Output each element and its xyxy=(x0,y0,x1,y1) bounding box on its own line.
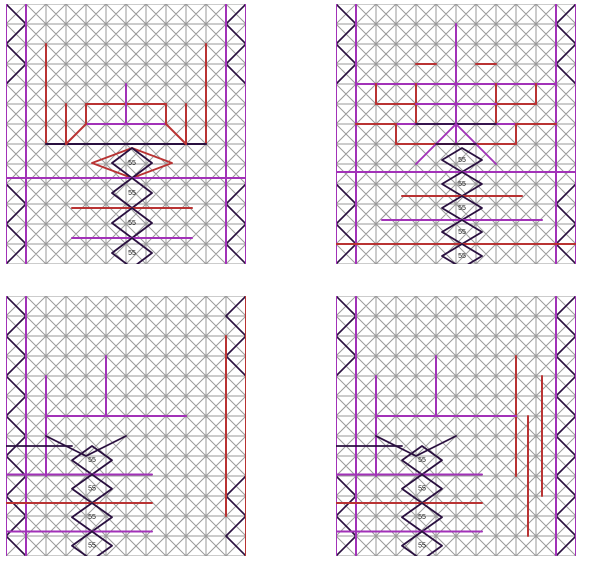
svg-text:55: 55 xyxy=(128,220,136,227)
svg-text:55: 55 xyxy=(458,181,466,188)
svg-text:55: 55 xyxy=(128,190,136,197)
svg-text:55: 55 xyxy=(418,486,426,493)
svg-text:55: 55 xyxy=(88,543,96,550)
svg-text:55: 55 xyxy=(458,253,466,260)
svg-text:55: 55 xyxy=(88,486,96,493)
svg-text:55: 55 xyxy=(458,157,466,164)
svg-text:55: 55 xyxy=(88,514,96,521)
svg-text:55: 55 xyxy=(458,205,466,212)
svg-text:55: 55 xyxy=(418,457,426,464)
svg-text:55: 55 xyxy=(88,457,96,464)
svg-text:55: 55 xyxy=(418,543,426,550)
svg-text:55: 55 xyxy=(418,514,426,521)
svg-text:55: 55 xyxy=(458,229,466,236)
svg-text:55: 55 xyxy=(128,160,136,167)
svg-text:55: 55 xyxy=(128,250,136,257)
